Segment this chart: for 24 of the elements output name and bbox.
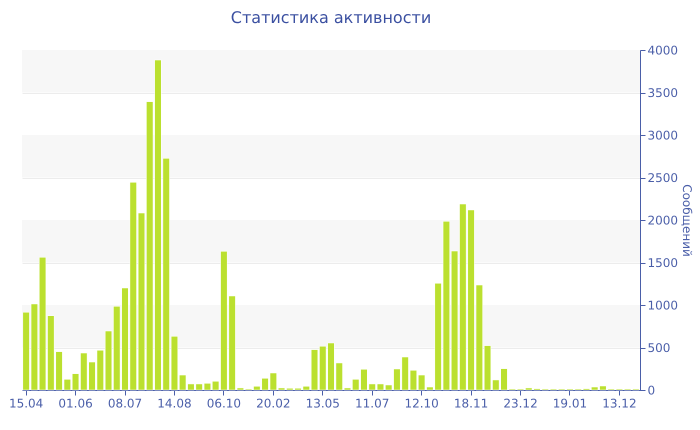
x-tick-label: 01.06 bbox=[58, 396, 93, 410]
x-tick-label: 18.11 bbox=[454, 396, 488, 410]
y-tick-label: 2000 bbox=[648, 214, 678, 228]
x-tick-label: 23.12 bbox=[503, 396, 538, 410]
chart-title: Статистика активности bbox=[230, 8, 432, 27]
x-tick-label: 14.08 bbox=[157, 396, 192, 410]
x-tick-label: 15.04 bbox=[8, 396, 44, 410]
y-axis-title: Сообщений bbox=[680, 184, 694, 257]
y-tick-label: 4000 bbox=[648, 44, 678, 58]
y-tick-label: 1500 bbox=[648, 256, 678, 270]
x-tick-label: 19.01 bbox=[552, 396, 588, 410]
y-tick-label: 3000 bbox=[648, 128, 678, 142]
y-tick-label: 3500 bbox=[648, 86, 678, 100]
x-tick-label: 11.07 bbox=[355, 396, 390, 410]
y-tick-label: 0 bbox=[648, 384, 656, 398]
y-tick-label: 500 bbox=[648, 341, 670, 355]
x-tick-label: 08.07 bbox=[108, 396, 142, 410]
x-tick-label: 13.05 bbox=[306, 396, 340, 410]
y-tick-label: 1000 bbox=[648, 298, 678, 312]
x-tick-label: 06.10 bbox=[206, 396, 242, 410]
y-tick-label: 2500 bbox=[648, 171, 678, 185]
x-tick-label: 20.02 bbox=[256, 396, 290, 410]
x-tick-label: 12.10 bbox=[404, 396, 439, 410]
x-tick-label: 13.12 bbox=[602, 396, 637, 410]
